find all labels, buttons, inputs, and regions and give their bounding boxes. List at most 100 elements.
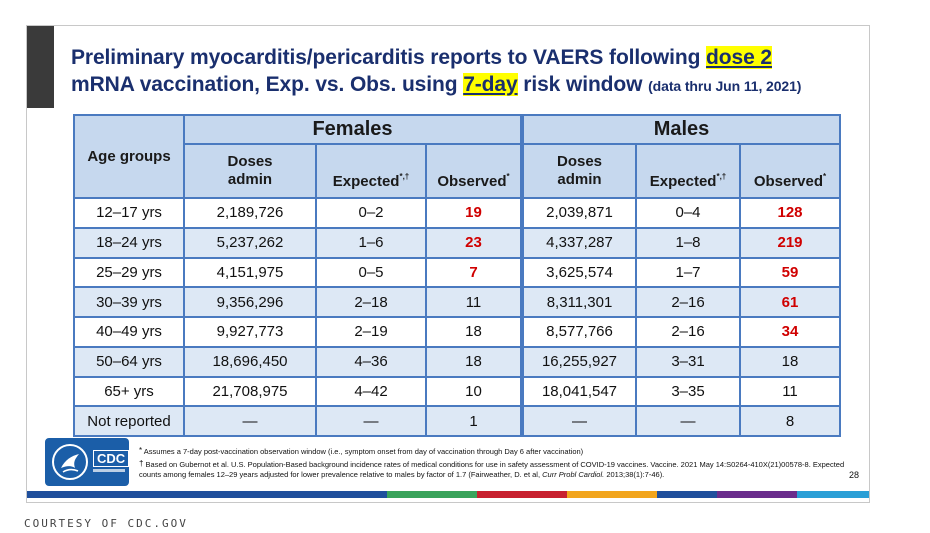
cdc-logo: CDC bbox=[45, 438, 130, 486]
title-highlight-dose: dose 2 bbox=[706, 46, 772, 69]
corner-accent-bar bbox=[27, 26, 54, 108]
male-observed-cell: 219 bbox=[739, 226, 841, 259]
female-doses-cell: — bbox=[183, 405, 317, 437]
title-highlight-window: 7-day bbox=[463, 73, 518, 96]
table-row: Not reported — —1— —8 bbox=[73, 405, 841, 437]
color-stripe bbox=[27, 491, 869, 498]
age-cell: 12–17 yrs bbox=[73, 197, 185, 229]
male-observed-header: Observed* bbox=[739, 143, 841, 199]
table-row: 30–39 yrs 9,356,296 2–18 11 8,311,301 2–16 61 bbox=[73, 286, 841, 318]
slide: Preliminary myocarditis/pericarditis rep… bbox=[26, 25, 870, 503]
table-row: 25–29 yrs 4,151,975 0–5 7 3,625,574 1–7 59 bbox=[73, 256, 841, 289]
male-expected-cell: 2–16 bbox=[635, 286, 741, 318]
image-credit: COURTESY OF CDC.GOV bbox=[24, 517, 188, 530]
male-doses-header: Doses admin bbox=[520, 143, 637, 199]
table-row: 18–24 yrs 5,237,262 1–6 23 4,337,287 1–8 219 bbox=[73, 226, 841, 259]
title-text-3: risk window bbox=[517, 73, 643, 96]
hhs-eagle-icon bbox=[52, 444, 88, 480]
male-doses-cell: — bbox=[520, 405, 637, 437]
female-doses-cell: 5,237,262 bbox=[183, 226, 317, 259]
male-expected-header: Expected*,† bbox=[635, 143, 741, 199]
male-doses-cell: 8,577,766 bbox=[520, 316, 637, 348]
female-observed-cell: 1 bbox=[425, 405, 523, 437]
male-doses-cell: 16,255,927 bbox=[520, 345, 637, 378]
page-number: 28 bbox=[848, 470, 859, 480]
female-doses-cell: 9,927,773 bbox=[183, 316, 317, 348]
age-cell: 65+ yrs bbox=[73, 375, 185, 408]
stripe-segment bbox=[297, 491, 387, 498]
slide-title: Preliminary myocarditis/pericarditis rep… bbox=[71, 44, 851, 100]
age-cell: 18–24 yrs bbox=[73, 226, 185, 259]
male-expected-cell: 3–31 bbox=[635, 345, 741, 378]
age-cell: 50–64 yrs bbox=[73, 345, 185, 378]
female-observed-header: Observed* bbox=[425, 143, 523, 199]
footnote-2: † Based on Gubernot et al. U.S. Populati… bbox=[139, 459, 845, 480]
female-expected-cell: 0–5 bbox=[315, 256, 427, 289]
female-expected-cell: — bbox=[315, 405, 427, 437]
female-expected-cell: 1–6 bbox=[315, 226, 427, 259]
female-expected-cell: 0–2 bbox=[315, 197, 427, 229]
male-doses-cell: 4,337,287 bbox=[520, 226, 637, 259]
stripe-segment bbox=[797, 491, 869, 498]
footnote-1: * Assumes a 7-day post-vaccination obser… bbox=[139, 446, 584, 457]
age-groups-header: Age groups bbox=[73, 114, 185, 199]
title-subtext: (data thru Jun 11, 2021) bbox=[648, 78, 802, 94]
female-observed-cell: 18 bbox=[425, 316, 523, 348]
stripe-segment bbox=[717, 491, 797, 498]
females-header: Females bbox=[183, 114, 523, 145]
male-observed-cell: 128 bbox=[739, 197, 841, 229]
myocarditis-table: Age groups Females Males Doses admin Expe… bbox=[73, 114, 841, 437]
table-row: 40–49 yrs 9,927,773 2–19 18 8,577,766 2–16 34 bbox=[73, 316, 841, 348]
female-observed-cell: 11 bbox=[425, 286, 523, 318]
female-observed-cell: 10 bbox=[425, 375, 523, 408]
male-observed-cell: 61 bbox=[739, 286, 841, 318]
female-doses-cell: 4,151,975 bbox=[183, 256, 317, 289]
table-row: 12–17 yrs 2,189,726 0–2 19 2,039,871 0–4 128 bbox=[73, 197, 841, 229]
male-expected-cell: 1–8 bbox=[635, 226, 741, 259]
female-doses-header: Doses admin bbox=[183, 143, 317, 199]
female-observed-cell: 19 bbox=[425, 197, 523, 229]
female-expected-cell: 4–36 bbox=[315, 345, 427, 378]
male-expected-cell: 2–16 bbox=[635, 316, 741, 348]
female-doses-cell: 18,696,450 bbox=[183, 345, 317, 378]
male-doses-cell: 2,039,871 bbox=[520, 197, 637, 229]
stripe-segment bbox=[387, 491, 477, 498]
age-cell: 40–49 yrs bbox=[73, 316, 185, 348]
male-expected-cell: 0–4 bbox=[635, 197, 741, 229]
male-expected-cell: 1–7 bbox=[635, 256, 741, 289]
male-expected-cell: — bbox=[635, 405, 741, 437]
female-observed-cell: 7 bbox=[425, 256, 523, 289]
logo-tagline-bar bbox=[93, 469, 125, 472]
male-observed-cell: 11 bbox=[739, 375, 841, 408]
age-cell: Not reported bbox=[73, 405, 185, 437]
female-doses-cell: 21,708,975 bbox=[183, 375, 317, 408]
stripe-segment bbox=[477, 491, 567, 498]
stripe-segment bbox=[207, 491, 297, 498]
female-expected-cell: 2–19 bbox=[315, 316, 427, 348]
male-observed-cell: 34 bbox=[739, 316, 841, 348]
table-row: 50–64 yrs 18,696,450 4–36 18 16,255,927 3–31 1… bbox=[73, 345, 841, 378]
age-cell: 25–29 yrs bbox=[73, 256, 185, 289]
males-header: Males bbox=[520, 114, 841, 145]
female-expected-cell: 4–42 bbox=[315, 375, 427, 408]
male-doses-cell: 18,041,547 bbox=[520, 375, 637, 408]
female-observed-cell: 23 bbox=[425, 226, 523, 259]
male-observed-cell: 18 bbox=[739, 345, 841, 378]
male-doses-cell: 3,625,574 bbox=[520, 256, 637, 289]
stripe-segment bbox=[657, 491, 717, 498]
female-doses-cell: 2,189,726 bbox=[183, 197, 317, 229]
title-text-1: Preliminary myocarditis/pericarditis rep… bbox=[71, 46, 707, 69]
female-expected-cell: 2–18 bbox=[315, 286, 427, 318]
male-doses-cell: 8,311,301 bbox=[520, 286, 637, 318]
table-row: 65+ yrs 21,708,975 4–42 10 18,041,547 3–35 11 bbox=[73, 375, 841, 408]
age-cell: 30–39 yrs bbox=[73, 286, 185, 318]
stripe-segment bbox=[567, 491, 657, 498]
male-observed-cell: 8 bbox=[739, 405, 841, 437]
female-doses-cell: 9,356,296 bbox=[183, 286, 317, 318]
female-expected-header: Expected*,† bbox=[315, 143, 427, 199]
male-observed-cell: 59 bbox=[739, 256, 841, 289]
stripe-segment bbox=[27, 491, 117, 498]
cdc-logo-text: CDC bbox=[93, 450, 130, 467]
title-text-2: mRNA vaccination, Exp. vs. Obs. using bbox=[71, 73, 464, 96]
stripe-segment bbox=[117, 491, 207, 498]
